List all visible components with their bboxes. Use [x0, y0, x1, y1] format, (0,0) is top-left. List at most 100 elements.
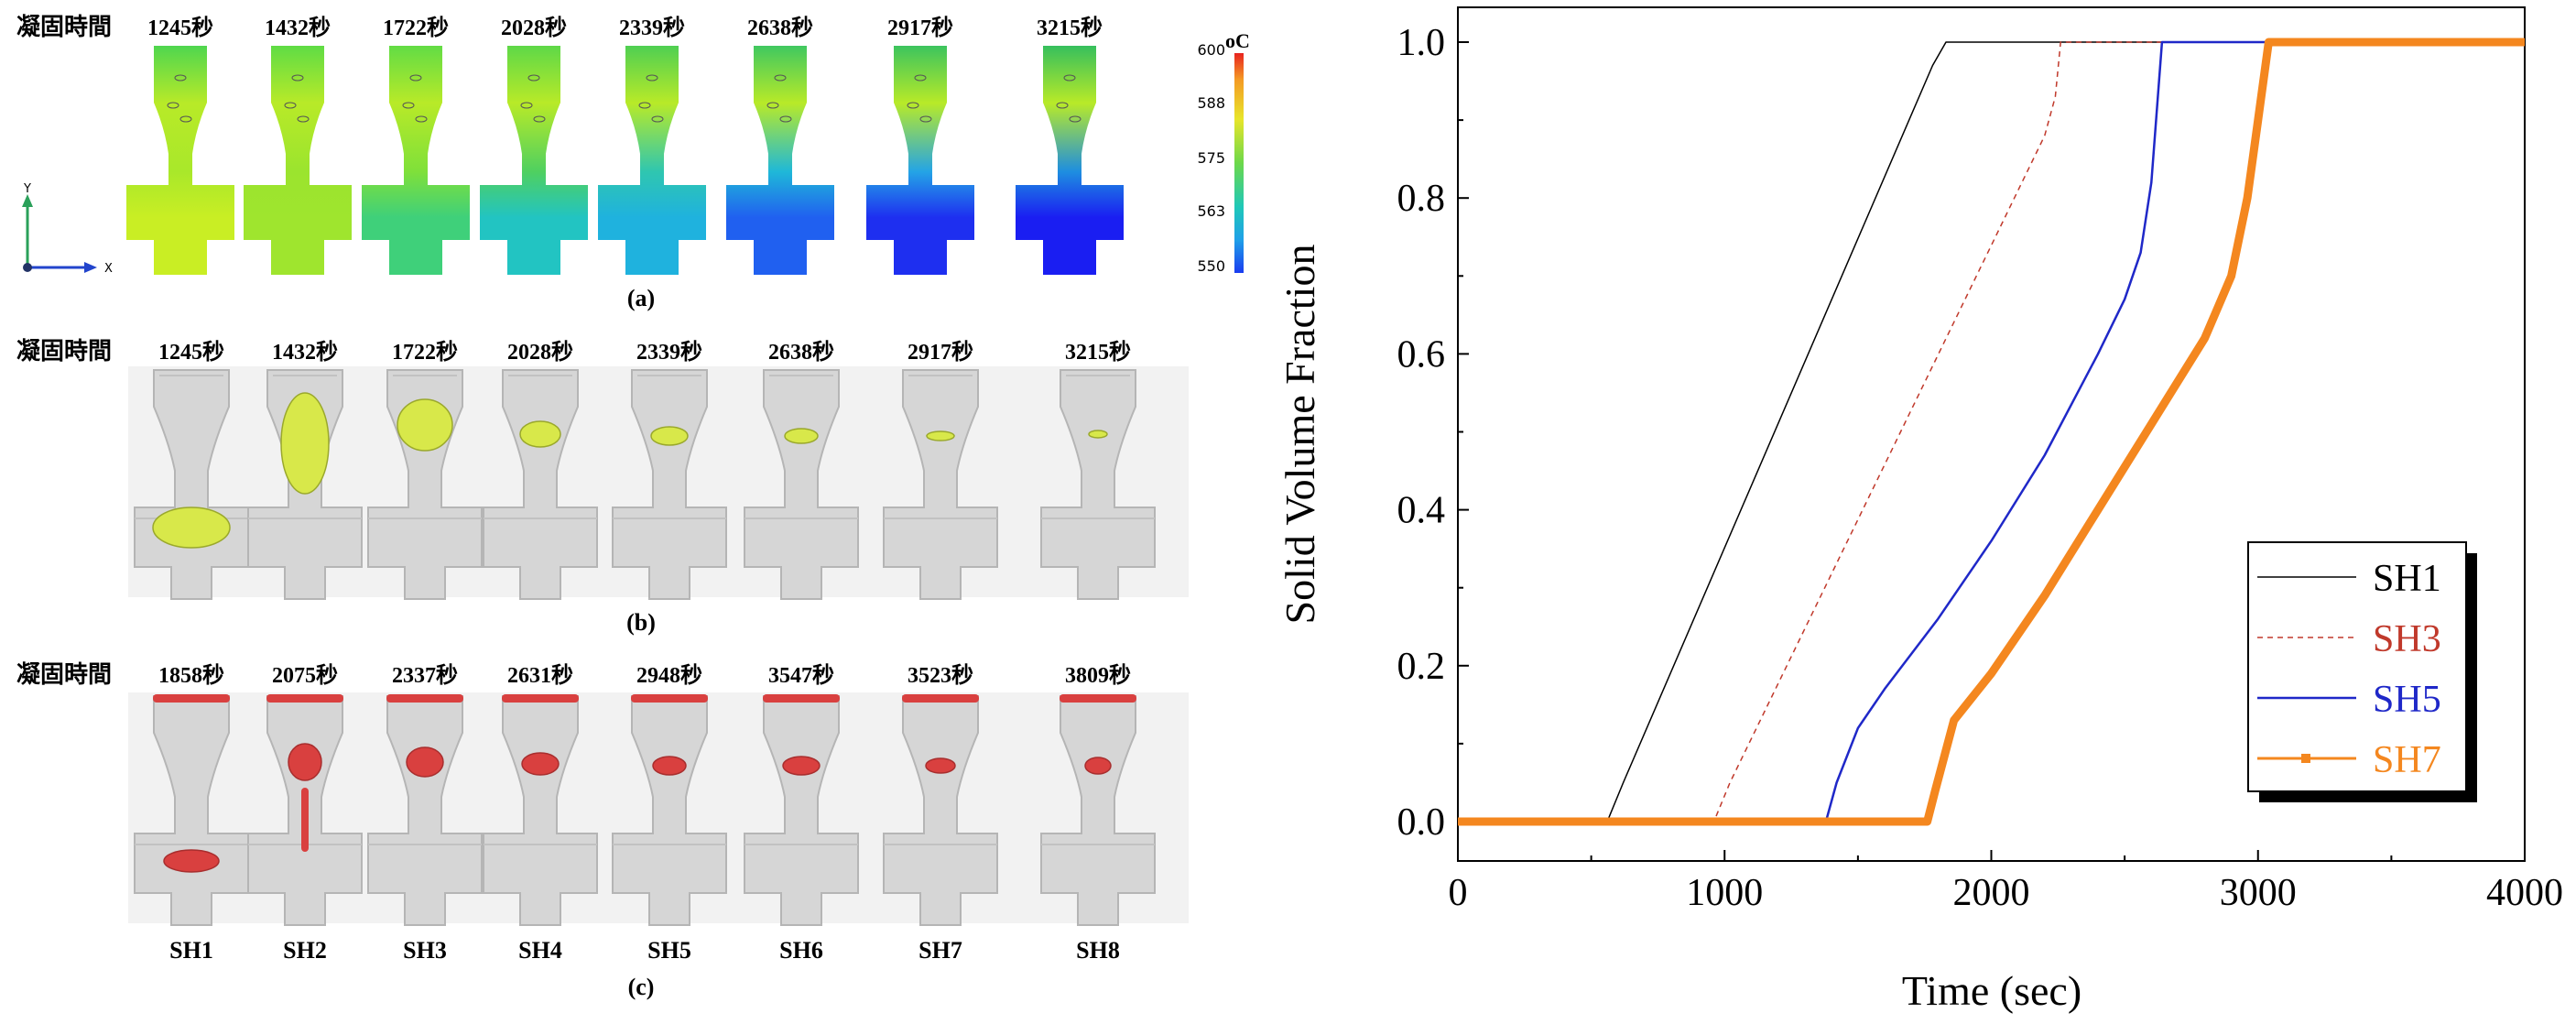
shrinkage-defect — [1084, 757, 1112, 775]
temperature-field-panel: 凝固時間 1245秒 1432秒 1722秒 2028秒 2339秒 2638秒 2917秒… — [16, 14, 1250, 311]
liquid-region-panel: 凝固時間 1245秒 1432秒 1722秒 2028秒 2339秒 2638秒 2917秒… — [16, 338, 1189, 636]
colorbar-unit: oC — [1225, 29, 1250, 52]
specimen-label: SH1 — [169, 937, 213, 964]
legend-label: SH5 — [2373, 679, 2441, 721]
riser-shrinkage — [386, 694, 463, 703]
x-tick-label: 0 — [1449, 872, 1468, 914]
riser-shrinkage — [631, 694, 708, 703]
shrinkage-defect — [652, 756, 687, 776]
time-label-a: 1432秒 — [265, 16, 331, 40]
casting-model-c — [612, 694, 727, 926]
colorbar-tick: 550 — [1197, 257, 1225, 275]
temperature-casting — [126, 46, 234, 275]
defect-panel: 凝固時間 1858秒 2075秒 2337秒 2631秒 2948秒 3547秒 3523秒… — [16, 661, 1189, 1000]
liquid-region — [397, 398, 453, 452]
series-line-sh7 — [1458, 38, 2525, 826]
row-label-a: 凝固時間 — [16, 14, 112, 41]
y-tick-label: 0.6 — [1397, 333, 1446, 376]
axis-triad: Y X — [22, 182, 113, 276]
specimen-label: SH3 — [403, 937, 447, 964]
liquid-region — [650, 426, 689, 446]
casting-model-c — [883, 694, 998, 926]
specimen-label: SH6 — [779, 937, 823, 964]
casting-model-b — [134, 369, 249, 600]
origin-icon — [23, 263, 32, 272]
time-label-b: 2028秒 — [507, 340, 573, 365]
time-label-a: 2917秒 — [887, 16, 953, 40]
x-tick-label: 2000 — [1953, 872, 2030, 914]
specimen-label: SH4 — [518, 937, 562, 964]
axis-y-label: Y — [23, 182, 31, 196]
row-label-c: 凝固時間 — [16, 661, 112, 689]
casting-model-b — [247, 369, 363, 600]
shrinkage-defect — [301, 788, 309, 852]
colorbar-tick: 563 — [1197, 202, 1225, 220]
liquid-region — [784, 428, 819, 444]
temperature-casting — [480, 46, 588, 275]
x-tick-label: 3000 — [2220, 872, 2297, 914]
time-label-a: 3215秒 — [1037, 16, 1103, 40]
casting-model-c — [483, 694, 598, 926]
shrinkage-defect — [521, 752, 560, 776]
time-label-c: 3523秒 — [908, 663, 973, 688]
colorbar-tick: 600 — [1197, 41, 1225, 59]
legend-box — [2247, 541, 2467, 792]
caption-c: (c) — [628, 974, 655, 1000]
liquid-region — [519, 420, 561, 448]
casting-model-c — [247, 694, 363, 926]
time-label-b: 1722秒 — [392, 340, 458, 365]
legend-label: SH3 — [2373, 618, 2441, 660]
y-tick-label: 0.0 — [1397, 801, 1446, 844]
time-label-c: 1858秒 — [158, 663, 224, 688]
time-label-a: 2339秒 — [619, 16, 685, 40]
riser-shrinkage — [266, 694, 343, 703]
liquid-region — [926, 430, 955, 441]
specimen-label: SH8 — [1076, 937, 1120, 964]
time-label-a: 2638秒 — [747, 16, 813, 40]
specimen-label: SH2 — [283, 937, 327, 964]
temperature-casting — [866, 46, 974, 275]
legend-marker-icon — [2301, 754, 2310, 763]
temperature-casting — [244, 46, 352, 275]
temperature-casting — [726, 46, 834, 275]
legend-label: SH7 — [2373, 739, 2441, 781]
time-label-c: 2075秒 — [272, 663, 338, 688]
riser-shrinkage — [502, 694, 579, 703]
riser-shrinkage — [153, 694, 230, 703]
colorbar — [1234, 53, 1244, 273]
time-label-c: 2948秒 — [636, 663, 702, 688]
y-tick-label: 1.0 — [1397, 22, 1446, 64]
time-label-b: 1245秒 — [158, 340, 224, 365]
solid-fraction-chart: 0 1000 2000 3000 4000 0.0 0.2 0.4 0.6 0.8 1.0 Time… — [1277, 6, 2563, 1014]
y-axis-label: Solid Volume Fraction — [1277, 245, 1323, 625]
caption-a: (a) — [627, 285, 655, 311]
casting-model-c — [1040, 694, 1156, 926]
shrinkage-defect — [406, 746, 444, 778]
casting-model-b — [612, 369, 727, 600]
casting-model-c — [367, 694, 483, 926]
x-axis-label: Time (sec) — [1902, 967, 2081, 1014]
time-label-c: 2337秒 — [392, 663, 458, 688]
time-label-b: 3215秒 — [1065, 340, 1131, 365]
row-label-b: 凝固時間 — [16, 338, 112, 365]
liquid-region — [152, 507, 231, 549]
temperature-casting — [1016, 46, 1124, 275]
casting-model-c — [134, 694, 249, 926]
liquid-region — [1088, 430, 1108, 439]
y-tick-label: 0.4 — [1397, 490, 1446, 532]
time-label-c: 2631秒 — [507, 663, 573, 688]
y-arrow-head-icon — [22, 194, 33, 207]
time-label-b: 2339秒 — [636, 340, 702, 365]
time-label-a: 1245秒 — [147, 16, 213, 40]
time-label-b: 2638秒 — [768, 340, 834, 365]
casting-model-b — [367, 369, 483, 600]
time-label-b: 1432秒 — [272, 340, 338, 365]
shrinkage-defect — [925, 757, 956, 774]
casting-model-c — [744, 694, 859, 926]
casting-model-b — [1040, 369, 1156, 600]
specimen-label: SH7 — [918, 937, 962, 964]
casting-model-b — [744, 369, 859, 600]
colorbar-tick: 575 — [1197, 149, 1225, 167]
legend: SH1 SH3 SH5 SH7 — [2247, 541, 2477, 802]
